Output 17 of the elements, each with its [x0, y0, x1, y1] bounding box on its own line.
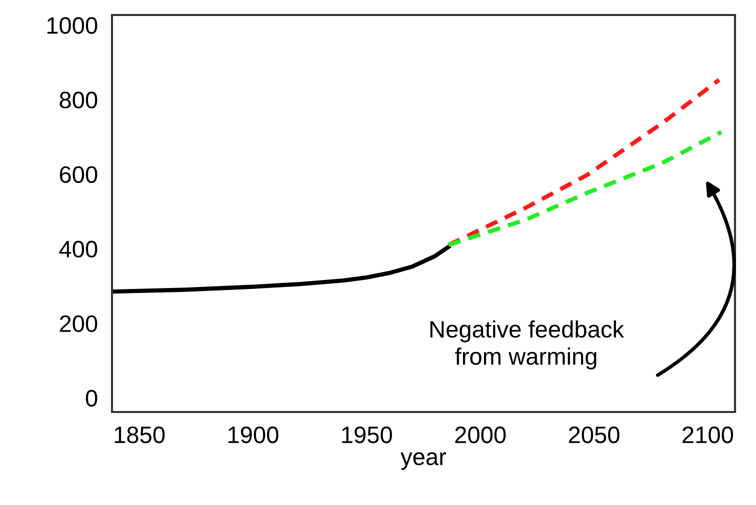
line-series: [112, 244, 451, 294]
x-axis-title: year: [400, 452, 446, 470]
x-tick-label: 2100: [682, 426, 734, 444]
y-tick-label: 400: [59, 240, 98, 258]
line-series: [446, 78, 722, 248]
x-tick-label: 2000: [455, 426, 506, 444]
y-tick-label: 800: [60, 92, 98, 108]
x-tick-label: 2050: [568, 426, 620, 444]
y-tick-label: 1000: [47, 17, 98, 34]
y-tick-label: 600: [60, 166, 98, 183]
line-series: [446, 130, 724, 248]
x-tick-label: 1850: [114, 426, 165, 444]
y-tick-label: 200: [60, 315, 98, 332]
x-tick-label: 1950: [342, 426, 392, 444]
x-tick-label: 1900: [228, 426, 278, 444]
y-tick-label: 0: [86, 390, 98, 407]
annotation: Negative feedback from warming: [430, 320, 624, 370]
